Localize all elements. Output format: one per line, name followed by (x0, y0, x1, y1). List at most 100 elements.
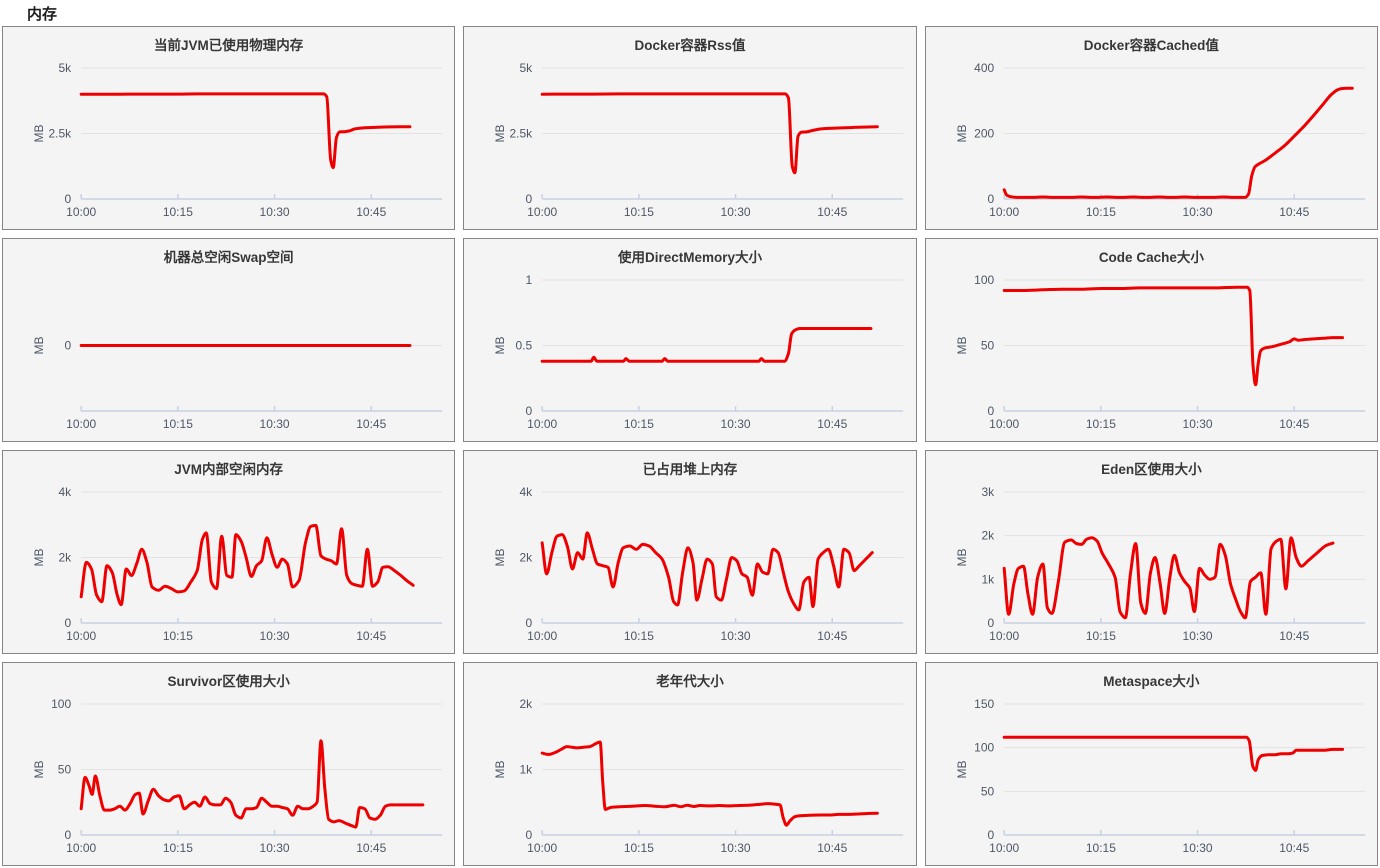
svg-text:10:30: 10:30 (260, 841, 290, 855)
svg-text:1k: 1k (520, 763, 534, 777)
chart-title: Code Cache大小 (1098, 250, 1204, 265)
svg-text:2k: 2k (520, 551, 534, 565)
svg-text:0: 0 (526, 616, 533, 630)
chart-panel-eden-used: Eden区使用大小 0 1k 2k 3k 10:00 10:15 10:30 10:45 MB (924, 450, 1378, 654)
chart-docker-rss[interactable]: 0 2.5k 5k 10:00 10:15 10:30 10:45 MB (464, 54, 915, 229)
svg-text:100: 100 (974, 741, 994, 755)
chart-panel-jvm-free-memory: JVM内部空闲内存 0 2k 4k 10:00 10:15 10:30 10:45 MB (2, 450, 456, 654)
svg-text:10:15: 10:15 (1086, 841, 1116, 855)
svg-text:1k: 1k (981, 572, 995, 586)
chart-panel-old-gen: 老年代大小 0 1k 2k 10:00 10:15 10:30 10:45 MB (463, 662, 917, 866)
svg-text:10:00: 10:00 (989, 841, 1019, 855)
svg-text:10:15: 10:15 (1086, 417, 1116, 431)
svg-text:10:45: 10:45 (818, 417, 848, 431)
svg-text:1: 1 (526, 273, 533, 287)
svg-text:10:00: 10:00 (527, 841, 557, 855)
svg-text:10:45: 10:45 (356, 629, 386, 643)
chart-jvm-physical-memory[interactable]: 0 2.5k 5k 10:00 10:15 10:30 10:45 MB (3, 54, 454, 229)
chart-free-swap[interactable]: 0 10:00 10:15 10:30 10:45 MB (3, 266, 454, 441)
svg-text:MB: MB (493, 761, 507, 779)
svg-text:10:45: 10:45 (818, 629, 848, 643)
chart-title: Metaspace大小 (1103, 674, 1200, 689)
chart-old-gen[interactable]: 0 1k 2k 10:00 10:15 10:30 10:45 MB (464, 690, 915, 865)
svg-text:100: 100 (51, 697, 71, 711)
svg-text:MB: MB (493, 125, 507, 143)
svg-text:0: 0 (64, 339, 71, 353)
svg-text:10:00: 10:00 (66, 629, 96, 643)
svg-text:10:15: 10:15 (163, 417, 193, 431)
svg-text:10:30: 10:30 (260, 629, 290, 643)
svg-text:400: 400 (974, 61, 994, 75)
chart-title: Eden区使用大小 (1101, 462, 1202, 477)
svg-text:10:30: 10:30 (721, 629, 751, 643)
chart-title: 机器总空闲Swap空间 (163, 250, 294, 265)
svg-text:10:45: 10:45 (356, 205, 386, 219)
svg-text:5k: 5k (520, 61, 534, 75)
svg-text:10:00: 10:00 (66, 841, 96, 855)
svg-text:0: 0 (64, 828, 71, 842)
svg-text:10:00: 10:00 (989, 629, 1019, 643)
chart-panel-metaspace: Metaspace大小 0 50 100 150 10:00 10:15 10:30 10:4… (924, 662, 1378, 866)
charts-grid: 当前JVM已使用物理内存 0 2.5k 5k 10:00 10:15 10:30 10:45… (0, 26, 1380, 868)
chart-docker-cached[interactable]: 0 200 400 10:00 10:15 10:30 10:45 MB (926, 54, 1377, 229)
svg-text:0: 0 (987, 404, 994, 418)
svg-text:MB: MB (493, 337, 507, 355)
svg-text:0: 0 (526, 192, 533, 206)
svg-text:10:30: 10:30 (1182, 417, 1212, 431)
chart-title: 使用DirectMemory大小 (617, 250, 762, 265)
svg-text:MB: MB (955, 125, 969, 143)
chart-title: Survivor区使用大小 (167, 674, 290, 689)
chart-panel-free-swap: 机器总空闲Swap空间 0 10:00 10:15 10:30 10:45 MB (2, 238, 456, 442)
svg-text:0: 0 (987, 616, 994, 630)
svg-text:10:30: 10:30 (260, 417, 290, 431)
chart-survivor-used[interactable]: 0 50 100 10:00 10:15 10:30 10:45 MB (3, 690, 454, 865)
svg-text:0: 0 (526, 828, 533, 842)
svg-text:2.5k: 2.5k (48, 127, 72, 141)
svg-text:2k: 2k (58, 551, 72, 565)
chart-eden-used[interactable]: 0 1k 2k 3k 10:00 10:15 10:30 10:45 MB (926, 478, 1377, 653)
chart-jvm-free-memory[interactable]: 0 2k 4k 10:00 10:15 10:30 10:45 MB (3, 478, 454, 653)
svg-text:5k: 5k (58, 61, 72, 75)
chart-title: 已占用堆上内存 (642, 462, 738, 477)
svg-text:MB: MB (32, 549, 46, 567)
svg-text:50: 50 (980, 784, 994, 798)
svg-text:10:45: 10:45 (1279, 205, 1309, 219)
chart-panel-heap-used: 已占用堆上内存 0 2k 4k 10:00 10:15 10:30 10:45 MB (463, 450, 917, 654)
svg-text:10:00: 10:00 (66, 417, 96, 431)
svg-text:4k: 4k (520, 485, 534, 499)
svg-text:200: 200 (974, 127, 994, 141)
svg-text:3k: 3k (981, 485, 995, 499)
svg-text:0: 0 (64, 192, 71, 206)
page-title: 内存 (27, 5, 58, 23)
svg-text:MB: MB (955, 549, 969, 567)
svg-text:10:45: 10:45 (818, 841, 848, 855)
svg-text:10:45: 10:45 (818, 205, 848, 219)
svg-text:0: 0 (64, 616, 71, 630)
svg-text:0: 0 (987, 192, 994, 206)
svg-text:10:15: 10:15 (163, 841, 193, 855)
svg-text:10:15: 10:15 (1086, 629, 1116, 643)
svg-text:10:30: 10:30 (1182, 841, 1212, 855)
svg-text:10:15: 10:15 (624, 629, 654, 643)
section-header: 内存 (0, 0, 1380, 26)
svg-text:10:15: 10:15 (624, 417, 654, 431)
svg-text:10:45: 10:45 (356, 417, 386, 431)
chart-heap-used[interactable]: 0 2k 4k 10:00 10:15 10:30 10:45 MB (464, 478, 915, 653)
svg-text:0: 0 (526, 404, 533, 418)
svg-text:10:00: 10:00 (989, 205, 1019, 219)
svg-text:10:45: 10:45 (1279, 841, 1309, 855)
svg-text:10:15: 10:15 (624, 205, 654, 219)
chart-title: 当前JVM已使用物理内存 (154, 38, 304, 53)
svg-text:MB: MB (32, 125, 46, 143)
svg-text:10:30: 10:30 (1182, 629, 1212, 643)
svg-text:MB: MB (955, 337, 969, 355)
chart-panel-code-cache: Code Cache大小 0 50 100 10:00 10:15 10:30 10:45 M… (924, 238, 1378, 442)
chart-panel-direct-memory: 使用DirectMemory大小 0 0.5 1 10:00 10:15 10:30 10:… (463, 238, 917, 442)
chart-direct-memory[interactable]: 0 0.5 1 10:00 10:15 10:30 10:45 MB (464, 266, 915, 441)
svg-text:MB: MB (493, 549, 507, 567)
chart-code-cache[interactable]: 0 50 100 10:00 10:15 10:30 10:45 MB (926, 266, 1377, 441)
svg-text:10:30: 10:30 (1182, 205, 1212, 219)
chart-panel-survivor-used: Survivor区使用大小 0 50 100 10:00 10:15 10:30 10:45… (2, 662, 456, 866)
svg-text:10:00: 10:00 (66, 205, 96, 219)
chart-metaspace[interactable]: 0 50 100 150 10:00 10:15 10:30 10:45 MB (926, 690, 1377, 865)
